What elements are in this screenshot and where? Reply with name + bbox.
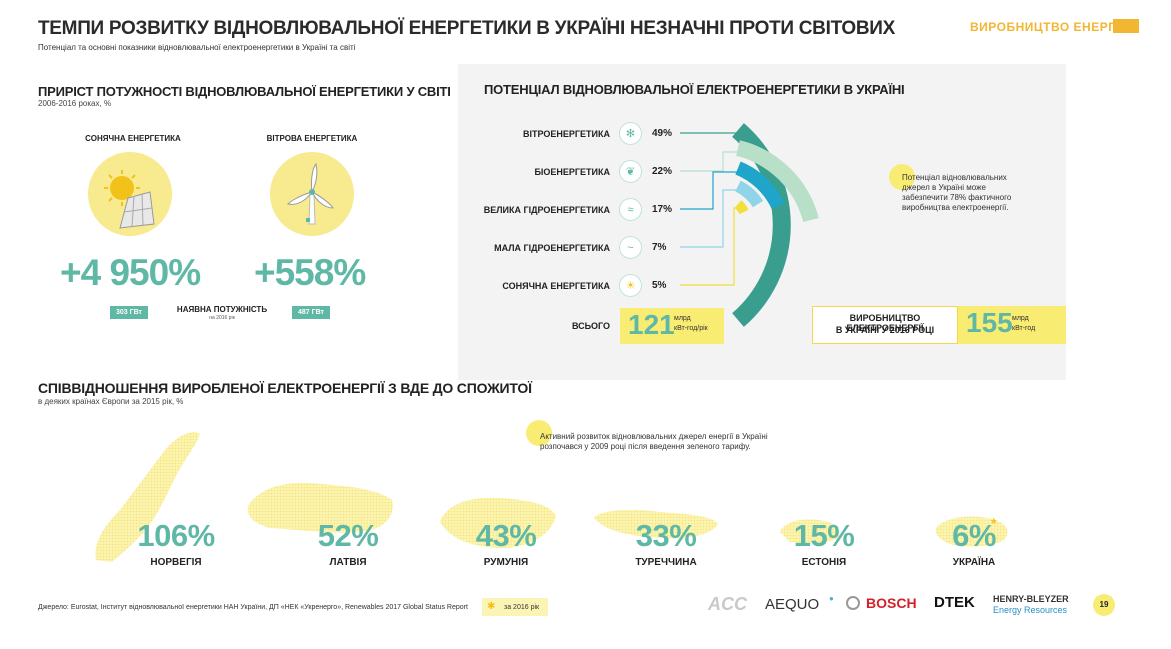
- ukraine-asterisk: *: [991, 515, 997, 531]
- solar-panel-icon: [104, 170, 155, 229]
- logo-bosch: BOSCH: [866, 595, 917, 611]
- country-name-norway: НОРВЕГІЯ: [150, 557, 202, 568]
- source-pct-solar: 5%: [652, 280, 667, 291]
- legend-label: за 2016 рік: [504, 604, 540, 611]
- growth-subtitle: 2006-2016 роках, %: [38, 99, 112, 108]
- latvia-map: [247, 482, 393, 533]
- country-pct-latvia: 52%: [317, 518, 379, 553]
- arc-smallhydro: [735, 180, 764, 208]
- country-maps: [95, 432, 1008, 562]
- potential-title: ПОТЕНЦІАЛ ВІДНОВЛЮВАЛЬНОЇ ЕЛЕКТРОЕНЕРГЕТ…: [484, 82, 905, 97]
- source-label-wind: ВІТРОЕНЕРГЕТИКА: [523, 129, 610, 139]
- potential-donut-chart: [680, 123, 819, 327]
- ratio-note-dot: [526, 420, 552, 446]
- growth-title: ПРИРІСТ ПОТУЖНОСТІ ВІДНОВЛЮВАЛЬНОЇ ЕНЕРГ…: [38, 84, 451, 99]
- wind-circle: [270, 152, 354, 236]
- total-unit-1: млрд: [674, 315, 691, 322]
- wave-icon: ≈: [619, 198, 642, 221]
- total-value: 121: [628, 309, 675, 340]
- country-name-romania: РУМУНІЯ: [483, 557, 529, 568]
- capacity-sublabel: на 2016 рік: [209, 315, 235, 321]
- logo-aequo: AEQUO: [765, 596, 820, 613]
- footer-source: Джерело: Eurostat, Інститут відновлюваль…: [38, 604, 468, 611]
- country-name-ukraine: УКРАЇНА: [952, 557, 996, 568]
- estonia-map: [780, 519, 840, 544]
- production-label-2: В УКРАЇНІ У 2016 РОЦІ: [835, 325, 935, 335]
- source-label-smallhydro: МАЛА ГІДРОЕНЕРГЕТИКА: [494, 243, 610, 253]
- logo-aequo-dot-icon: ●: [829, 594, 834, 603]
- country-pct-turkey: 33%: [635, 518, 697, 553]
- country-pct-norway: 106%: [137, 518, 215, 553]
- logo-henry-bleyzer: HENRY-BLEYZER: [993, 594, 1069, 604]
- total-unit-2: кВт-год/рік: [674, 325, 708, 332]
- wind-capacity: 487 ГВт: [292, 306, 330, 319]
- wind-label: ВІТРОВА ЕНЕРГЕТИКА: [266, 134, 358, 143]
- logo-acc: ACC: [708, 594, 747, 614]
- country-pct-ukraine: 6%: [952, 518, 996, 553]
- country-name-turkey: ТУРЕЧЧИНА: [635, 557, 697, 568]
- page-number: 19: [1093, 594, 1115, 616]
- arc-bio: [735, 140, 819, 223]
- ratio-title: СПІВВІДНОШЕННЯ ВИРОБЛЕНОЇ ЕЛЕКТРОЕНЕРГІЇ…: [38, 380, 532, 396]
- wind-growth-value: +558%: [254, 252, 366, 293]
- legend-box: [482, 598, 548, 616]
- romania-map: [440, 497, 556, 548]
- solar-growth-value: +4 950%: [60, 252, 201, 293]
- production-label-1: ВИРОБНИЦТВО ЕЛЕКТРОЕНЕРГІЇ: [846, 313, 924, 333]
- ukraine-map: [935, 516, 1008, 547]
- bosch-emblem-icon: [846, 596, 860, 610]
- ratio-subtitle: в деяких країнах Європи за 2015 рік, %: [38, 397, 184, 406]
- solar-circle: [88, 152, 172, 236]
- norway-map: [95, 432, 200, 562]
- wind-turbine-icon: [286, 162, 334, 225]
- drop-icon: ~: [619, 236, 642, 259]
- ratio-note: Активний розвиток відновлювальних джерел…: [540, 432, 768, 451]
- country-pct-romania: 43%: [475, 518, 537, 553]
- potential-note: Потенціал відновлювальних джерел в Украї…: [902, 173, 1012, 212]
- source-label-bio: БІОЕНЕРГЕТИКА: [534, 167, 610, 177]
- section-tag-bar: [1113, 19, 1139, 33]
- country-name-estonia: ЕСТОНІЯ: [801, 557, 847, 568]
- sun-icon: ☀: [619, 274, 642, 297]
- total-box: [620, 308, 724, 344]
- legend-asterisk-icon: ✱: [487, 601, 496, 612]
- source-pct-wind: 49%: [652, 128, 673, 139]
- source-label-bighydro: ВЕЛИКА ГІДРОЕНЕРГЕТИКА: [483, 205, 610, 215]
- country-name-latvia: ЛАТВІЯ: [329, 557, 367, 568]
- leaf-icon: ❦: [619, 160, 642, 183]
- country-pct-estonia: 15%: [793, 518, 855, 553]
- source-pct-bio: 22%: [652, 166, 673, 177]
- solar-label: СОНЯЧНА ЕНЕРГЕТИКА: [85, 134, 181, 143]
- total-label: ВСЬОГО: [572, 321, 610, 331]
- production-label-box: [812, 306, 958, 344]
- source-pct-smallhydro: 7%: [652, 242, 667, 253]
- production-unit-1: млрд: [1012, 315, 1029, 322]
- production-box: [958, 306, 1066, 344]
- production-value: 155: [966, 307, 1013, 338]
- turkey-map: [594, 510, 718, 539]
- source-pct-bighydro: 17%: [652, 204, 673, 215]
- capacity-label: НАЯВНА ПОТУЖНІСТЬ: [176, 305, 268, 314]
- wind-icon: ✻: [619, 122, 642, 145]
- production-unit-2: кВт-год: [1012, 325, 1036, 332]
- logo-energy-resources: Energy Resources: [993, 605, 1068, 615]
- source-label-solar: СОНЯЧНА ЕНЕРГЕТИКА: [502, 281, 610, 291]
- solar-capacity: 303 ГВт: [110, 306, 148, 319]
- page-subtitle: Потенціал та основні показники відновлюв…: [38, 43, 356, 52]
- note-dot: [889, 164, 915, 190]
- section-tag: ВИРОБНИЦТВО ЕНЕРГІЇ: [970, 20, 1124, 34]
- arc-solar: [734, 200, 749, 215]
- page-title: ТЕМПИ РОЗВИТКУ ВІДНОВЛЮВАЛЬНОЇ ЕНЕРГЕТИК…: [38, 18, 896, 39]
- arc-bighydro: [735, 161, 785, 210]
- logo-dtek: DTEK: [934, 594, 975, 611]
